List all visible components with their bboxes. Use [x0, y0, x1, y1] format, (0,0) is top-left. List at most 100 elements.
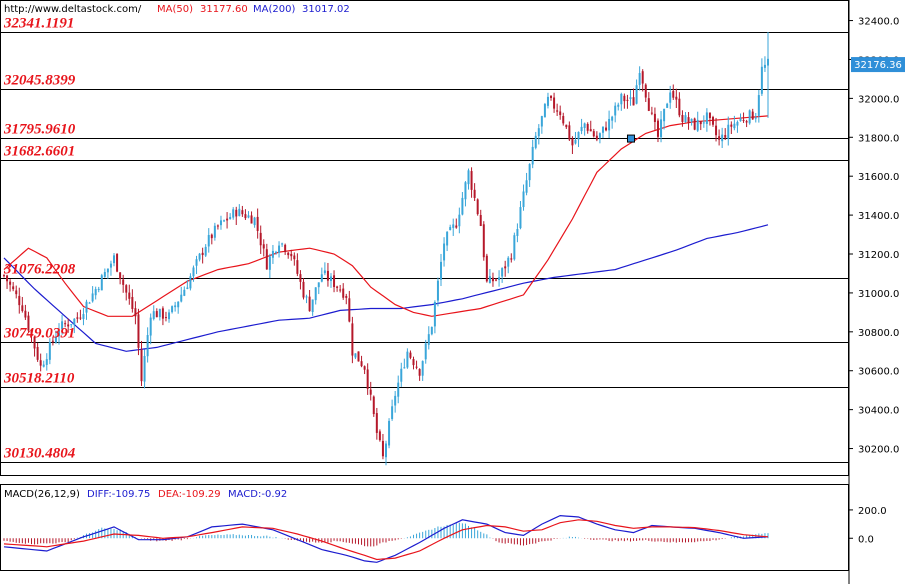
macd-dea-label: DEA:-109.29 — [158, 489, 221, 500]
candle-body — [122, 279, 125, 285]
candle-body — [378, 431, 381, 441]
candle-body — [525, 180, 528, 193]
candle-body — [656, 120, 659, 137]
candle-body — [238, 208, 241, 217]
candle-body — [320, 274, 323, 282]
candle-body — [400, 368, 403, 382]
candle-body — [449, 227, 452, 230]
candle-body — [540, 116, 543, 127]
candle-body — [76, 317, 79, 319]
level-label: 31076.2208 — [3, 262, 76, 278]
candle-body — [586, 124, 589, 131]
candle-body — [388, 420, 391, 446]
ma50-value: 31177.60 — [200, 4, 248, 15]
candle-body — [207, 234, 210, 247]
candle-body — [168, 312, 171, 320]
ma200-label: MA(200) — [253, 4, 295, 15]
candle-body — [134, 308, 137, 317]
candle-body — [268, 256, 271, 270]
macd-label: MACD(26,12,9) — [4, 489, 80, 500]
candle-body — [678, 98, 681, 116]
candle-body — [354, 353, 357, 358]
price-tick-label: 30200.0 — [858, 445, 899, 456]
source-url: http://www.deltastock.com/ — [4, 4, 142, 15]
candle-body — [6, 275, 9, 282]
candle-body — [638, 73, 641, 85]
candle-body — [644, 84, 647, 98]
candle-body — [174, 305, 177, 308]
macd-diff-label: DIFF:-109.75 — [87, 489, 150, 500]
candle-body — [299, 274, 302, 282]
ma50-path — [3, 115, 769, 317]
macd-dea-path — [3, 519, 769, 561]
candle-body — [592, 131, 595, 137]
candle-body — [403, 367, 406, 369]
candle-body — [109, 263, 112, 268]
candle-body — [97, 288, 100, 290]
candle-body — [201, 252, 204, 256]
candle-body — [143, 355, 146, 382]
candle-body — [595, 135, 598, 140]
candle-body — [699, 121, 702, 125]
candle-body — [323, 270, 326, 274]
candle-body — [470, 171, 473, 190]
candle-body — [336, 286, 339, 288]
candle-body — [137, 314, 140, 348]
candle-body — [650, 112, 653, 114]
candle-body — [262, 244, 265, 249]
candle-body — [333, 275, 336, 288]
candle-body — [635, 85, 638, 104]
candle-body — [757, 95, 760, 116]
candle-body — [113, 255, 116, 264]
candle-body — [94, 289, 97, 296]
candle-body — [186, 287, 189, 289]
ma200-line — [3, 224, 769, 352]
candle-body — [45, 359, 48, 365]
candle-body — [601, 126, 604, 133]
price-tick-label: 31200.0 — [858, 250, 899, 261]
candle-body — [244, 214, 247, 219]
candle-body — [446, 231, 449, 246]
level-label: 31682.6601 — [3, 144, 75, 160]
candle-body — [669, 92, 672, 103]
macd-axis-ticks: 200.0 0.0 — [849, 506, 887, 545]
candle-body — [33, 336, 36, 349]
candle-body — [715, 125, 718, 136]
price-axis-ticks: 32400.032200.032000.031800.031600.031400… — [849, 17, 899, 456]
candle-body — [360, 361, 363, 367]
candle-body — [216, 225, 219, 227]
candle-body — [705, 112, 708, 124]
candle-body — [724, 135, 727, 138]
candle-body — [479, 215, 482, 227]
ma50-line — [3, 115, 769, 317]
candle-body — [491, 277, 494, 282]
price-tick-label: 30800.0 — [858, 328, 899, 339]
candle-body — [48, 342, 51, 360]
candle-body — [391, 406, 394, 420]
candle-body — [229, 216, 232, 220]
candle-body — [501, 268, 504, 277]
candle-body — [125, 285, 128, 293]
price-tick-label: 30400.0 — [858, 406, 899, 417]
candle-body — [436, 280, 439, 301]
candle-body — [687, 117, 690, 123]
candle-body — [302, 281, 305, 298]
candle-body — [495, 279, 498, 281]
candle-body — [284, 244, 287, 253]
candle-body — [256, 216, 259, 231]
candle-body — [357, 351, 360, 362]
price-tick-label: 31800.0 — [858, 133, 899, 144]
candle-body — [461, 197, 464, 215]
candle-body — [171, 306, 174, 313]
candle-body — [305, 296, 308, 298]
price-tick-label: 32400.0 — [858, 17, 899, 28]
candle-body — [369, 389, 372, 395]
candle-body — [213, 225, 216, 238]
candle-body — [106, 268, 109, 273]
candle-body — [760, 66, 763, 94]
candle-body — [79, 317, 82, 319]
ma200-value: 31017.02 — [302, 4, 350, 15]
candle-body — [663, 108, 666, 122]
candle-body — [119, 272, 122, 280]
